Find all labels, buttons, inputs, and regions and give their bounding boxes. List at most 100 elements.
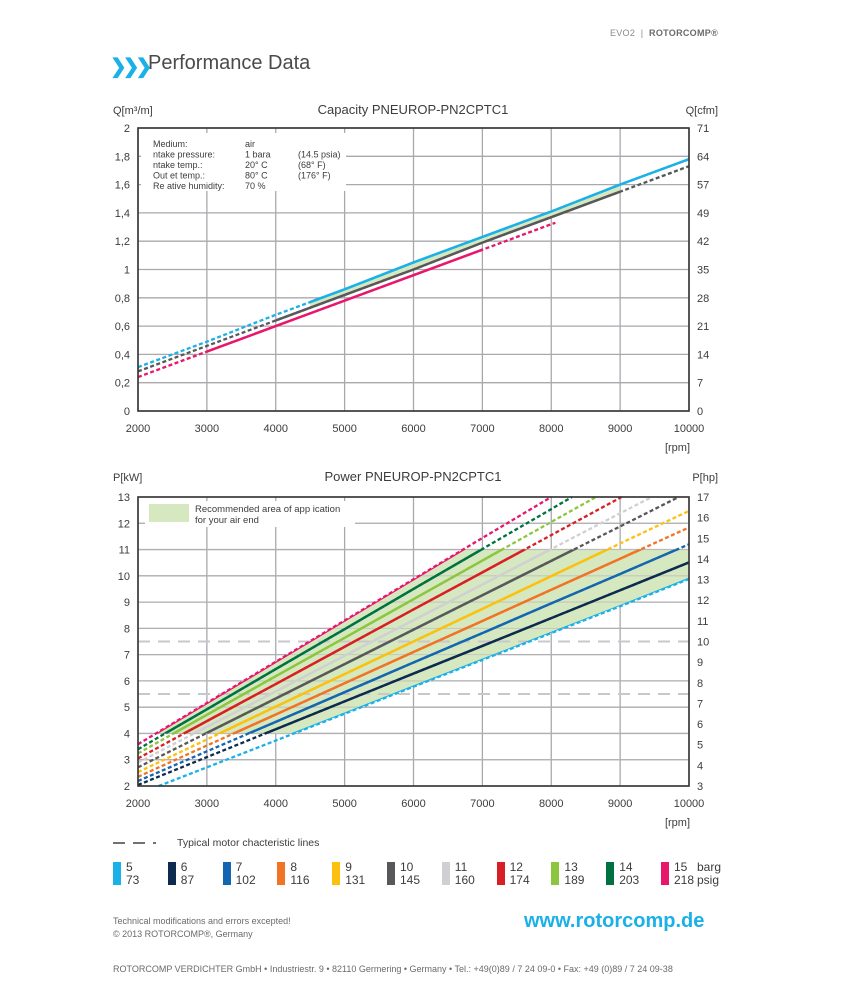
- legend-barg: 6: [180, 860, 188, 874]
- legend-psig: 116: [290, 873, 310, 887]
- capacity-y-right-tick: 0: [697, 406, 703, 418]
- legend-barg: 9: [345, 860, 352, 874]
- capacity-series-0-solid: [310, 157, 689, 304]
- power-y-tick: 3: [124, 755, 130, 767]
- legend-swatch: [606, 862, 615, 885]
- legend-psig: 218: [674, 873, 695, 887]
- power-y-right-tick: 4: [697, 760, 703, 772]
- info-value-imperial: (68° F): [298, 160, 326, 170]
- power-y-right-tick: 14: [697, 554, 709, 566]
- capacity-x-tick: 9000: [608, 423, 632, 435]
- power-x-tick: 9000: [608, 798, 632, 810]
- legend-swatch: [387, 862, 395, 885]
- capacity-ylabel: Q[m³/m]: [113, 105, 153, 117]
- legend-psig: 102: [235, 873, 256, 887]
- power-y-tick: 5: [124, 702, 130, 714]
- company-address: ROTORCOMP VERDICHTER GmbH • Industriestr…: [113, 964, 673, 974]
- capacity-x-tick: 2000: [126, 423, 150, 435]
- power-x-tick: 6000: [401, 798, 425, 810]
- legend-barg: 11: [454, 860, 468, 874]
- legend-item: 7 102: [236, 861, 256, 887]
- recommended-area-swatch: [149, 504, 189, 522]
- capacity-x-tick: 10000: [674, 423, 705, 435]
- info-value-imperial: (14.5 psia): [298, 150, 341, 160]
- motor-line-legend-label: Typical motor chacteristic lines: [177, 837, 319, 849]
- info-label: Re ative humidity:: [153, 181, 225, 191]
- capacity-y-tick: 0: [124, 406, 130, 418]
- power-y-right-tick: 16: [697, 513, 709, 525]
- power-x-tick: 4000: [264, 798, 288, 810]
- product-name: EVO2: [609, 28, 636, 38]
- capacity-x-tick: 4000: [264, 423, 288, 435]
- legend-barg: 5: [126, 860, 133, 874]
- capacity-y-tick: 0,6: [115, 321, 130, 333]
- legend-swatch: [551, 862, 560, 885]
- capacity-title: Capacity PNEUROP-PN2CPTC1: [318, 102, 509, 117]
- legend-item: 14 203: [619, 861, 639, 887]
- power-y-tick: 13: [118, 492, 130, 504]
- power-y-right-tick: 13: [697, 575, 709, 587]
- capacity-x-tick: 6000: [401, 423, 425, 435]
- legend-units: barg psig: [697, 861, 721, 887]
- power-x-tick: 5000: [332, 798, 356, 810]
- capacity-y-tick: 1,8: [115, 151, 130, 163]
- power-x-tick: 2000: [126, 798, 150, 810]
- power-y-right-tick: 8: [697, 678, 703, 690]
- power-series-7barg-solid: [155, 549, 690, 734]
- legend-swatch: [167, 862, 176, 885]
- separator: |: [640, 28, 644, 38]
- legend-item: 12 174: [510, 861, 530, 887]
- power-series-10barg-solid: [155, 549, 680, 734]
- power-y-tick: 8: [124, 623, 130, 635]
- capacity-y-right-tick: 57: [697, 180, 709, 192]
- capacity-y-right-tick: 14: [697, 349, 709, 361]
- legend-barg: 13: [564, 860, 578, 874]
- unit-barg: barg: [697, 860, 722, 874]
- capacity-y-right-tick: 42: [697, 236, 709, 248]
- power-y-tick: 7: [124, 650, 130, 662]
- power-series-15barg-solid: [155, 549, 552, 734]
- legend-item: 15 218: [674, 861, 694, 887]
- legend-psig: 189: [564, 873, 585, 887]
- power-y-right-tick: 17: [697, 492, 709, 504]
- capacity-y-right-tick: 71: [697, 123, 709, 135]
- info-value: 1 bara: [245, 150, 271, 160]
- capacity-y-right-tick: 35: [697, 265, 709, 277]
- legend-item: 9 131: [345, 861, 365, 887]
- info-value-imperial: (176° F): [298, 171, 331, 181]
- legend-barg: 10: [400, 860, 414, 874]
- page-title: Performance Data: [148, 52, 311, 74]
- power-y-right-tick: 15: [697, 533, 709, 545]
- copyright: © 2013 ROTORCOMP®, Germany: [113, 929, 253, 939]
- capacity-series-2-solid: [206, 248, 483, 353]
- legend-barg: 14: [619, 860, 633, 874]
- power-series-14barg-solid: [155, 549, 573, 734]
- legend-swatch: [332, 862, 341, 885]
- power-y-tick: 6: [124, 676, 130, 688]
- legend-item: 10 145: [400, 861, 420, 887]
- footer-notes: Technical modifications and errors excep…: [113, 915, 291, 941]
- legend-item: 5 73: [126, 861, 139, 887]
- website-link[interactable]: www.rotorcomp.de: [524, 910, 705, 932]
- legend-psig: 87: [180, 873, 195, 887]
- power-x-tick: 7000: [470, 798, 494, 810]
- capacity-y-tick: 1,6: [115, 180, 130, 192]
- legend-barg: 15: [674, 860, 688, 874]
- triple-chevron-icon: ❯❯❯: [110, 56, 152, 78]
- legend-barg: 7: [235, 860, 243, 874]
- legend-item: 6 87: [181, 861, 194, 887]
- header-brand: EVO2 | ROTORCOMP®: [610, 28, 718, 38]
- capacity-y-tick: 1,2: [115, 236, 130, 248]
- power-xlabel: [rpm]: [665, 817, 690, 829]
- power-plot-border: [137, 496, 690, 787]
- info-label: Medium:: [153, 139, 188, 149]
- power-y-right-tick: 9: [697, 657, 703, 669]
- capacity-x-tick: 5000: [332, 423, 356, 435]
- power-title: Power PNEUROP-PN2CPTC1: [325, 469, 502, 484]
- capacity-y-right-tick: 21: [697, 321, 709, 333]
- power-series-12barg-solid: [155, 549, 623, 734]
- power-series-8barg-solid: [155, 549, 690, 734]
- power-series-6barg-solid: [155, 561, 690, 734]
- power-ylabel: P[kW]: [113, 472, 142, 484]
